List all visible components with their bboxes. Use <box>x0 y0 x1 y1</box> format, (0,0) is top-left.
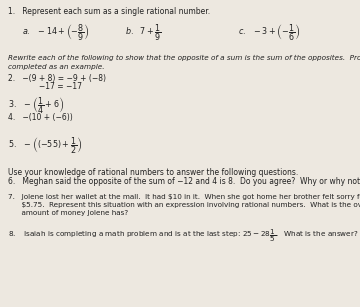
Text: −17 = −17: −17 = −17 <box>8 82 82 91</box>
Text: amount of money Jolene has?: amount of money Jolene has? <box>8 210 128 216</box>
Text: $b.\ \ 7 + \dfrac{1}{9}$: $b.\ \ 7 + \dfrac{1}{9}$ <box>125 22 161 42</box>
Text: Use your knowledge of rational numbers to answer the following questions.: Use your knowledge of rational numbers t… <box>8 168 298 177</box>
Text: $8.\ \ \ \text{Isaiah is completing a math problem and is at the last step: } 25: $8.\ \ \ \text{Isaiah is completing a ma… <box>8 228 360 244</box>
Text: 7.   Jolene lost her wallet at the mall.  It had $10 in it.  When she got home h: 7. Jolene lost her wallet at the mall. I… <box>8 194 360 200</box>
Text: $3.\ \ -\left(\dfrac{1}{4} + 6\right)$: $3.\ \ -\left(\dfrac{1}{4} + 6\right)$ <box>8 95 64 115</box>
Text: $a.\ \ -14 + \left(-\dfrac{8}{9}\right)$: $a.\ \ -14 + \left(-\dfrac{8}{9}\right)$ <box>22 22 90 42</box>
Text: 2.   −(9 + 8) = −9 + (−8): 2. −(9 + 8) = −9 + (−8) <box>8 74 106 83</box>
Text: $5.75.  Represent this situation with an expression involving rational numbers. : $5.75. Represent this situation with an … <box>8 202 360 208</box>
Text: $c.\ \ -3 + \left(-\dfrac{1}{6}\right)$: $c.\ \ -3 + \left(-\dfrac{1}{6}\right)$ <box>238 22 300 42</box>
Text: 6.   Meghan said the opposite of the sum of −12 and 4 is 8.  Do you agree?  Why : 6. Meghan said the opposite of the sum o… <box>8 177 360 186</box>
Text: $5.\ \ -\left((-55) + \dfrac{1}{2}\right)$: $5.\ \ -\left((-55) + \dfrac{1}{2}\right… <box>8 135 82 156</box>
Text: completed as an example.: completed as an example. <box>8 64 104 70</box>
Text: 4.   −(10 + (−6)): 4. −(10 + (−6)) <box>8 113 73 122</box>
Text: Rewrite each of the following to show that the opposite of a sum is the sum of t: Rewrite each of the following to show th… <box>8 55 360 61</box>
Text: 1.   Represent each sum as a single rational number.: 1. Represent each sum as a single ration… <box>8 7 210 16</box>
